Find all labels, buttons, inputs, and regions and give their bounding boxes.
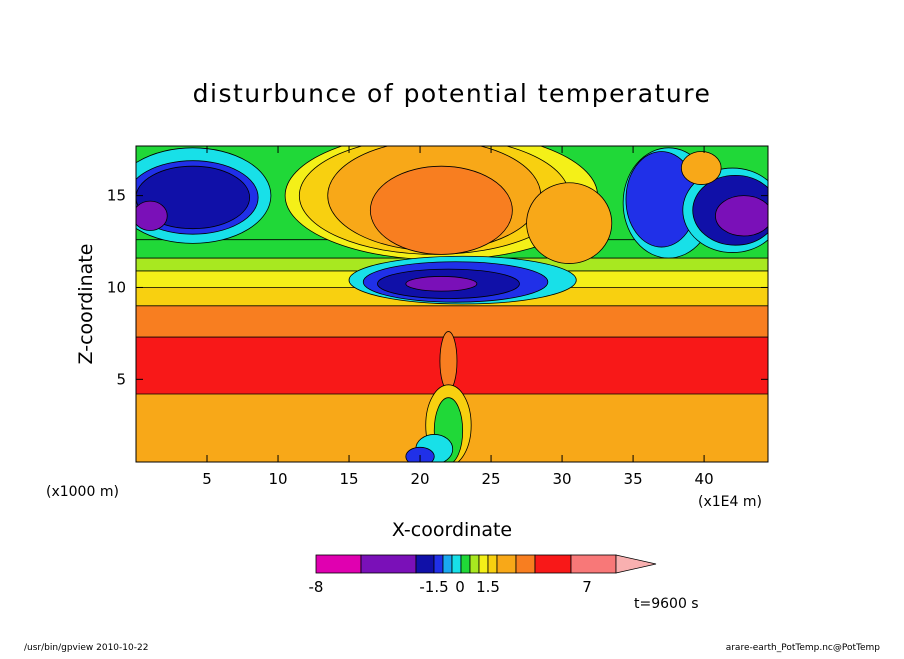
colorbar-box [315,554,362,574]
x-tick-label: 25 [482,470,501,488]
y-axis-label: Z-coordinate [75,244,97,365]
contour-region [136,200,168,231]
colorbar-box [442,554,453,574]
contour-region [680,151,722,185]
colorbar: -8 -1.5 0 1.5 7 [309,554,657,596]
contour-region [405,446,435,462]
contour-region [715,195,768,237]
plot-area [136,146,768,462]
y-tick-label: 15 [107,187,126,205]
x-unit-label: (x1E4 m) [698,494,762,510]
y-tick-label: 5 [116,370,126,388]
colorbar-box [433,554,444,574]
footer-left: /usr/bin/gpview 2010-10-22 [24,643,148,653]
colorbar-label: -1.5 [419,578,448,596]
x-tick-label: 10 [268,470,287,488]
x-tick-label: 20 [410,470,429,488]
footer-right: arare-earth_PotTemp.nc@PotTemp [726,643,881,653]
colorbar-box [360,554,417,574]
y-unit-label: (x1000 m) [46,484,119,500]
contour-band [136,305,768,338]
colorbar-box [487,554,498,574]
contour-anomalies [136,146,768,462]
x-tick-label: 35 [624,470,643,488]
x-tick-label: 40 [695,470,714,488]
contour-region [369,165,513,255]
colorbar-label: 1.5 [476,578,500,596]
y-axis-ticks: 5 10 15 [107,187,768,388]
colorbar-box [460,554,471,574]
colorbar-label: 7 [582,578,592,596]
colorbar-extend-arrow [615,554,657,574]
colorbar-box [478,554,489,574]
colorbar-box [415,554,435,574]
contour-region [405,276,478,292]
colorbar-box [570,554,617,574]
x-axis-ticks: 5 10 15 20 25 30 35 40 [202,146,714,488]
colorbar-label: -8 [309,578,324,596]
colorbar-box [534,554,572,574]
x-tick-label: 30 [553,470,572,488]
y-tick-label: 10 [107,278,126,296]
contour-region [526,182,613,264]
colorbar-box [469,554,480,574]
colorbar-box [515,554,536,574]
chart-title: disturbunce of potential temperature [193,79,712,108]
plot-frame [135,145,769,463]
time-label: t=9600 s [634,596,699,612]
x-tick-label: 15 [339,470,358,488]
x-tick-label: 5 [202,470,212,488]
colorbar-label: 0 [455,578,465,596]
colorbar-box [496,554,517,574]
contour-region [439,331,458,391]
x-axis-label: X-coordinate [392,519,512,541]
colorbar-box [451,554,462,574]
